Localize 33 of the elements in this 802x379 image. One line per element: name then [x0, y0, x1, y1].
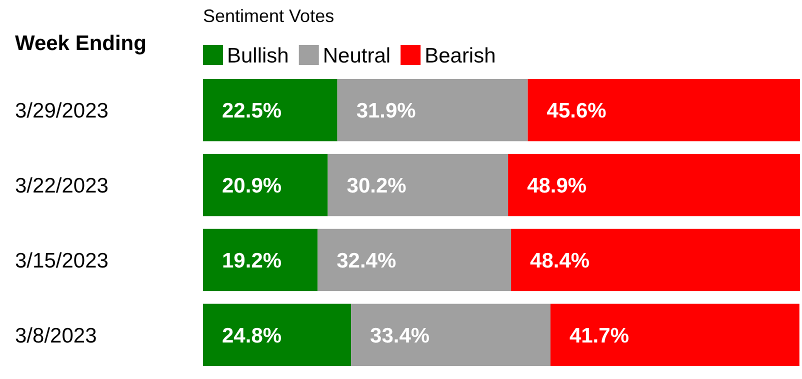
data-label: 48.9%	[527, 174, 587, 198]
legend-label: Neutral	[322, 44, 391, 68]
bar	[203, 154, 328, 216]
data-label: 22.5%	[222, 99, 282, 122]
bar	[550, 304, 800, 366]
bar	[318, 228, 512, 292]
data-label: 30.2%	[346, 174, 407, 198]
bar	[203, 304, 352, 366]
bar	[203, 228, 318, 292]
data-label: 41.7%	[569, 324, 630, 348]
bar	[508, 154, 800, 216]
y-tick-label: 3/8/2023	[15, 324, 97, 348]
data-label: 20.9%	[222, 174, 282, 198]
data-label: 33.4%	[370, 324, 430, 348]
y-tick-label: 3/29/2023	[15, 99, 108, 122]
legend-label: Bearish	[424, 44, 496, 68]
data-label: 31.9%	[356, 99, 416, 122]
bar	[351, 304, 550, 366]
data-label: 45.6%	[546, 99, 607, 122]
data-label: 48.4%	[530, 249, 590, 272]
legend-title: Sentiment Votes	[203, 6, 334, 26]
y-axis-title: Week Ending	[15, 32, 146, 55]
bar	[528, 79, 800, 142]
bar	[328, 154, 508, 216]
data-label: 32.4%	[336, 249, 396, 272]
y-tick-label: 3/15/2023	[15, 249, 108, 272]
legend-label: Bullish	[227, 44, 289, 68]
bar	[511, 228, 800, 292]
data-label: 19.2%	[222, 249, 282, 272]
bar	[203, 79, 338, 142]
bar	[337, 79, 528, 142]
data-label: 24.8%	[222, 324, 282, 348]
y-tick-label: 3/22/2023	[15, 174, 108, 198]
